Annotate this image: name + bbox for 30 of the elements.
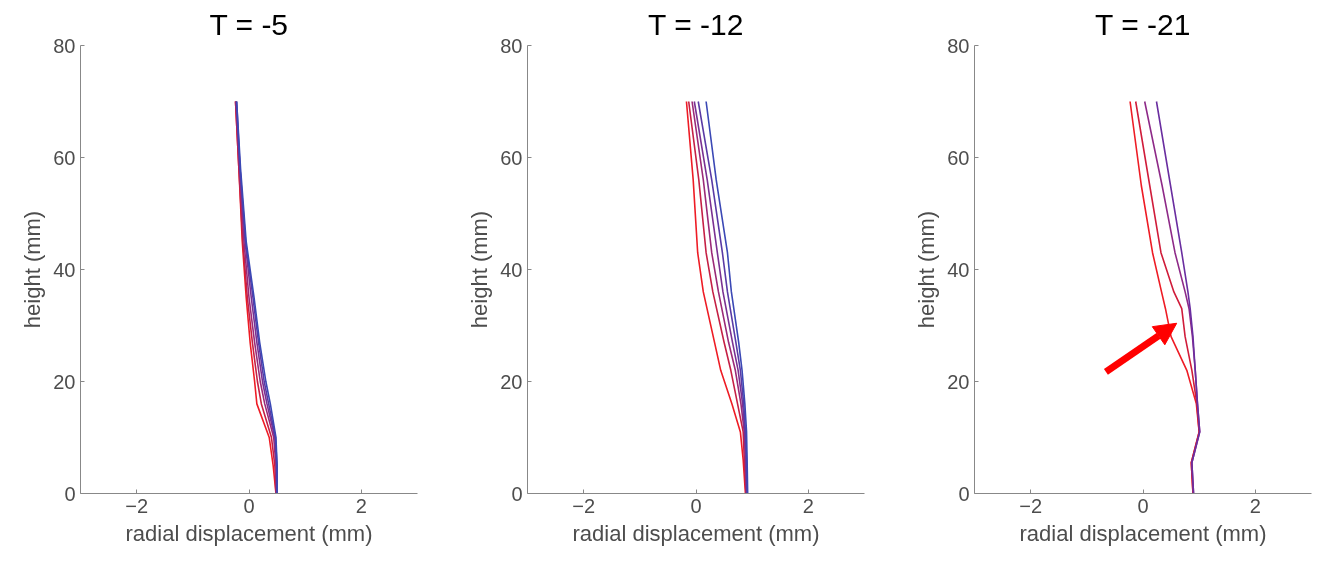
x-tick-label: 0 xyxy=(1137,494,1149,517)
y-tick-label: 20 xyxy=(947,370,970,393)
y-tick-label: 80 xyxy=(500,34,523,57)
y-tick-label: 80 xyxy=(947,34,970,57)
y-tick-label: 60 xyxy=(947,146,970,169)
y-tick-label: 20 xyxy=(53,370,76,393)
x-axis-title: radial displacement (mm) xyxy=(125,520,373,546)
y-tick-label: 40 xyxy=(947,258,970,281)
chart-title: T = -12 xyxy=(648,7,744,41)
x-tick-label: −2 xyxy=(572,494,596,517)
y-tick-label: 60 xyxy=(53,146,76,169)
x-axis-title: radial displacement (mm) xyxy=(572,520,820,546)
x-tick-label: −2 xyxy=(1019,494,1043,517)
y-tick-label: 80 xyxy=(53,34,76,57)
y-tick-label: 20 xyxy=(500,370,523,393)
x-tick-label: 0 xyxy=(690,494,702,517)
y-axis-title: height (mm) xyxy=(914,210,940,329)
y-tick-label: 40 xyxy=(500,258,523,281)
x-tick-label: 2 xyxy=(355,494,367,517)
y-axis-title: height (mm) xyxy=(20,210,46,329)
x-tick-label: 0 xyxy=(243,494,255,517)
x-tick-label: 2 xyxy=(802,494,814,517)
y-tick-label: 40 xyxy=(53,258,76,281)
y-axis-title: height (mm) xyxy=(467,210,493,329)
x-tick-label: −2 xyxy=(125,494,149,517)
y-tick-label: 60 xyxy=(500,146,523,169)
x-tick-label: 2 xyxy=(1249,494,1261,517)
x-axis-title: radial displacement (mm) xyxy=(1019,520,1267,546)
chart-title: T = -5 xyxy=(209,7,289,41)
chart-title: T = -21 xyxy=(1095,7,1191,41)
